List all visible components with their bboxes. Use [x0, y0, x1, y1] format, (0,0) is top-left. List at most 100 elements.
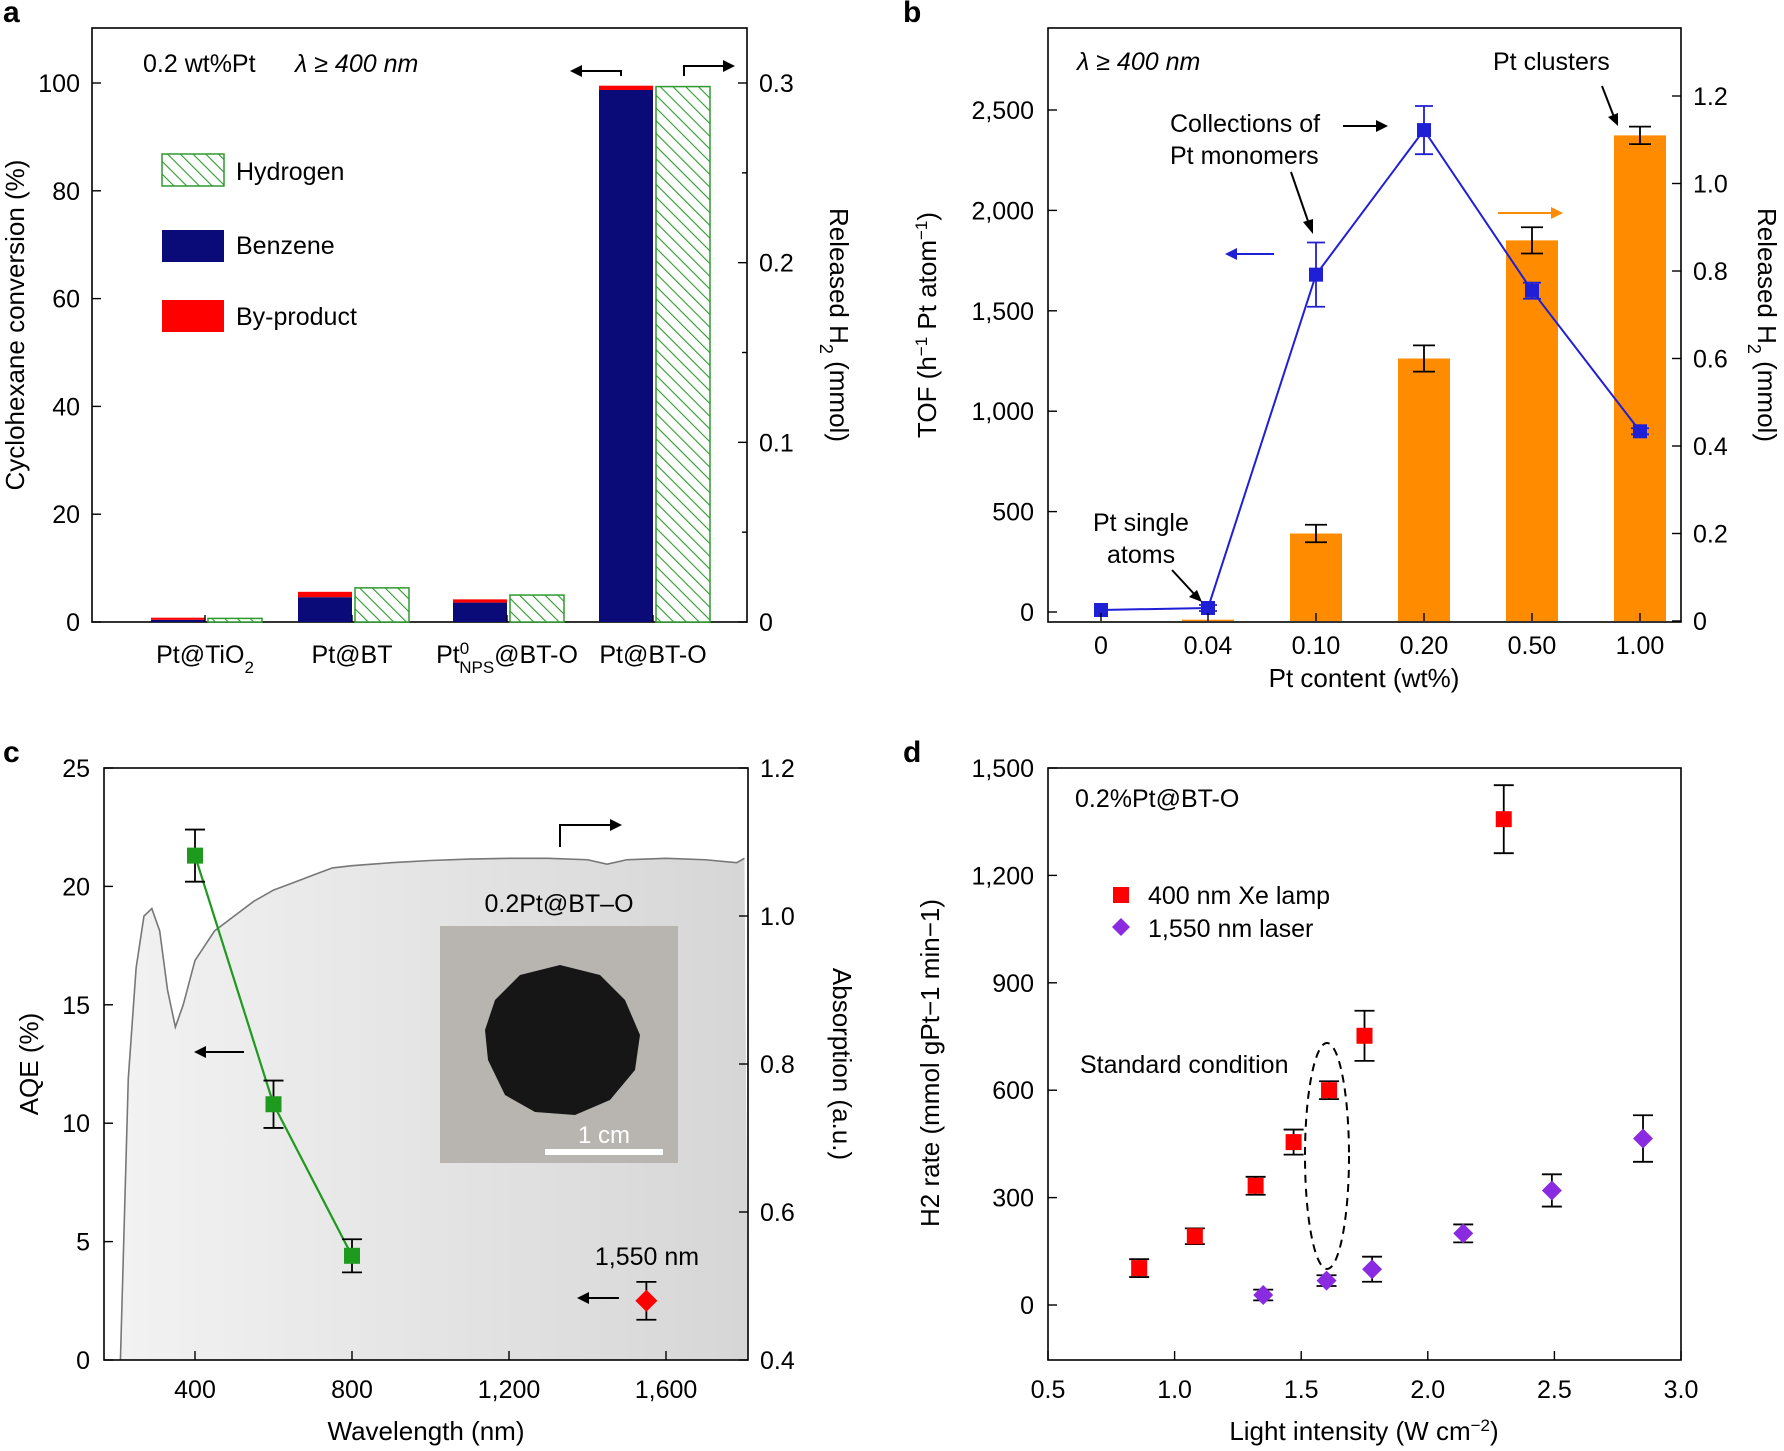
- xe-lamp-point: [1356, 1027, 1373, 1044]
- panel-a-x-tick-label: Pt@TiO2: [156, 641, 254, 677]
- panel-label-c: c: [3, 736, 20, 769]
- laser-point: [1453, 1223, 1474, 1244]
- panel-b-y-tick-label: 500: [992, 499, 1034, 527]
- panel-c-y-tick-label: 5: [76, 1229, 90, 1257]
- panel-a-y-tick-label: 60: [52, 286, 80, 314]
- panel-b-x-tick-label: 0: [1094, 632, 1108, 660]
- bar-released-h2: [1614, 135, 1666, 621]
- panel-d-x-tick-label: 2.5: [1537, 1376, 1572, 1404]
- panel-c-axis-arrows: [194, 819, 622, 1304]
- powder-sample: [485, 965, 640, 1115]
- panel-c-y2-tick-label: 0.8: [760, 1051, 795, 1079]
- bar-byproduct: [599, 85, 653, 91]
- panel-a-y2-tick-label: 0.3: [759, 70, 794, 98]
- right-axis-arrow: [683, 65, 725, 76]
- laser-point: [1541, 1180, 1562, 1201]
- panel-b-y2-tick-label: 0: [1693, 608, 1707, 636]
- standard-condition-ellipse: [1304, 1042, 1350, 1270]
- bar-hydrogen: [655, 85, 711, 623]
- bar-byproduct: [453, 599, 507, 603]
- panel-d-catalyst-note: 0.2%Pt@BT-O: [1075, 785, 1239, 813]
- left-axis-arrowhead: [570, 65, 582, 77]
- tof-axis-arrowhead: [1225, 248, 1237, 260]
- bar-released-h2: [1398, 358, 1450, 621]
- panel-a: a 0 20 40 60 80 100 0 0.1 0.2 0.3 Pt@TiO2 Pt@BT Pt…: [0, 0, 854, 677]
- panel-b-x-label: Pt content (wt%): [1269, 663, 1460, 693]
- right-axis-arrowhead: [723, 60, 735, 72]
- pointer-clusters: [1601, 85, 1615, 118]
- legend-label-byproduct: By-product: [236, 303, 357, 331]
- panel-a-y2-tick-label: 0.1: [759, 429, 794, 457]
- laser-point: [1633, 1128, 1654, 1149]
- panel-a-y2-tick-label: 0.2: [759, 250, 794, 278]
- panel-c-y2-tick-label: 1.2: [760, 755, 795, 783]
- aqe-point: [265, 1096, 282, 1113]
- annot-single-2: atoms: [1107, 541, 1175, 569]
- panel-c-y-tick-label: 25: [62, 755, 90, 783]
- panel-d-x-tick-label: 3.0: [1664, 1376, 1699, 1404]
- pointer-monomers-head: [1376, 120, 1388, 132]
- standard-condition-label: Standard condition: [1080, 1051, 1288, 1079]
- panel-b-x-tick-label: 0.04: [1184, 632, 1233, 660]
- aqe-axis-arrowhead: [194, 1046, 206, 1058]
- panel-a-y-tick-label: 100: [38, 70, 80, 98]
- panel-a-x-tick-label: Pt0 NPS@BT-O: [436, 639, 578, 677]
- panel-a-y-tick-label: 0: [66, 609, 80, 637]
- panel-b-x-tick-label: 0.20: [1400, 632, 1449, 660]
- scale-bar-label: 1 cm: [578, 1122, 630, 1149]
- panel-b-y2-tick-label: 0.4: [1693, 433, 1728, 461]
- tof-point: [1525, 283, 1539, 298]
- bar-error: [1629, 125, 1651, 146]
- label-1550: 1,550 nm: [595, 1243, 699, 1271]
- panel-c-y2-label: Absorption (a.u.): [827, 968, 857, 1160]
- legend-label-benzene: Benzene: [236, 232, 335, 260]
- panel-c-y2-tick-label: 0.6: [760, 1199, 795, 1227]
- panel-a-y2-tick-label: 0: [759, 609, 773, 637]
- panel-label-d: d: [903, 736, 921, 769]
- bar-hydrogen: [207, 617, 263, 623]
- laser-point: [1253, 1284, 1274, 1305]
- panel-c-y2-tick-label: 1.0: [760, 903, 795, 931]
- bar-benzene: [453, 602, 507, 622]
- absorption-axis-arrow: [559, 824, 612, 847]
- panel-d-y-tick-label: 0: [1020, 1292, 1034, 1320]
- tof-point: [1094, 602, 1108, 617]
- aqe-point: [187, 847, 203, 864]
- panel-b-y-tick-label: 0: [1020, 599, 1034, 627]
- bar-benzene: [298, 597, 352, 622]
- xe-lamp-point: [1321, 1082, 1338, 1099]
- tof-point: [1309, 267, 1323, 282]
- xe-lamp-point: [1131, 1260, 1148, 1277]
- panel-d-y-tick-label: 300: [992, 1185, 1034, 1213]
- panel-b-x-tick-label: 1.00: [1616, 632, 1665, 660]
- legend-label-laser: 1,550 nm laser: [1148, 915, 1313, 943]
- legend-swatch-benzene: [162, 230, 224, 262]
- bar-byproduct: [151, 617, 205, 620]
- tof-point: [1633, 424, 1647, 439]
- panel-c-x-label: Wavelength (nm): [328, 1416, 525, 1446]
- panel-d-x-tick-label: 0.5: [1031, 1376, 1066, 1404]
- panel-c-y-tick-label: 20: [62, 873, 90, 901]
- panel-c-x-tick-label: 1,600: [635, 1376, 698, 1404]
- panel-c-x-tick-label: 400: [174, 1376, 216, 1404]
- panel-c-y-tick-label: 15: [62, 992, 90, 1020]
- panel-d-x-label: Light intensity (W cm−2): [1229, 1416, 1498, 1447]
- panel-c-x-tick-label: 800: [331, 1376, 373, 1404]
- pointer-single-head: [1189, 590, 1202, 602]
- legend-marker-laser: [1112, 918, 1130, 936]
- bar-benzene: [599, 90, 653, 622]
- panel-b-x-tick-label: 0.10: [1292, 632, 1341, 660]
- tof-line: [1100, 128, 1641, 611]
- bar-benzene: [151, 619, 205, 622]
- panel-c-y-tick-label: 10: [62, 1110, 90, 1138]
- absorption-curve: [119, 857, 745, 1361]
- panel-b-y2-tick-label: 1.0: [1693, 171, 1728, 199]
- panel-d-y-tick-label: 600: [992, 1077, 1034, 1105]
- label-1550-arrowhead: [577, 1292, 589, 1304]
- panel-label-b: b: [903, 0, 921, 29]
- panel-a-y-tick-label: 80: [52, 178, 80, 206]
- panel-d-x-tick-label: 1.5: [1284, 1376, 1319, 1404]
- xe-lamp-point: [1247, 1177, 1264, 1194]
- panel-b-y2-tick-label: 1.2: [1693, 83, 1728, 111]
